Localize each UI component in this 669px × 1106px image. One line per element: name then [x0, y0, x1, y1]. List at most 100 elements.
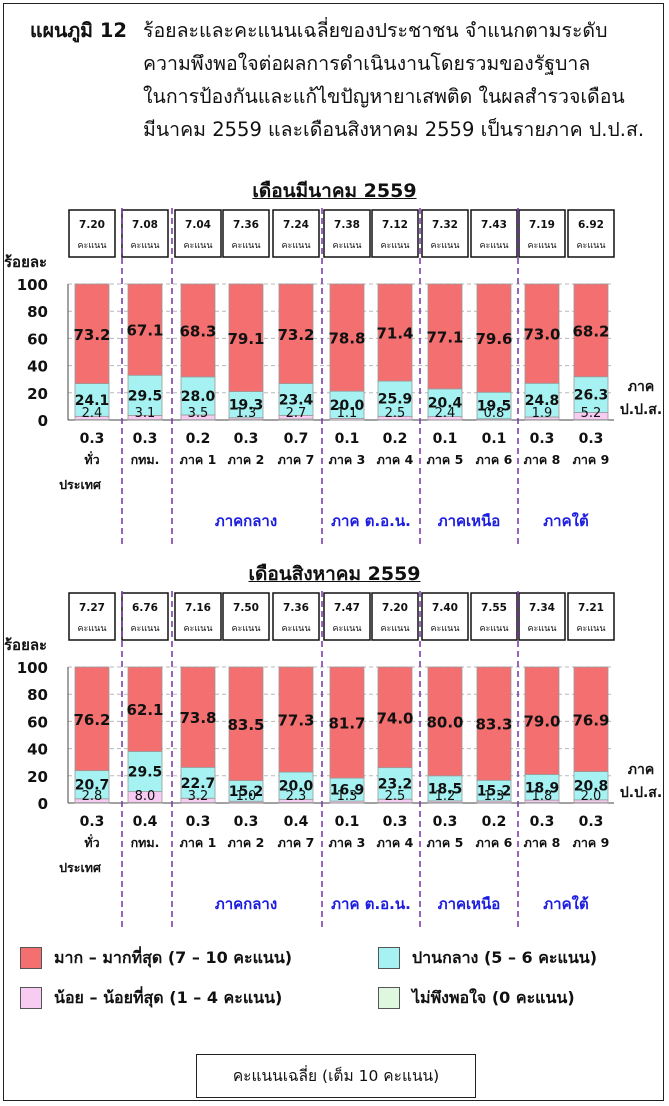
data-label-low: 0.8 [484, 406, 505, 421]
region-group-label: ภาคกลาง [215, 895, 277, 913]
score-box [272, 209, 320, 258]
score-unit-label: คะแนน [480, 241, 509, 251]
score-box [518, 592, 566, 641]
data-label-medium: 23.2 [378, 776, 413, 792]
x-tick-label: ประเทศ [59, 860, 102, 875]
data-label-none: 0.3 [234, 431, 259, 447]
score-unit-label: คะแนน [184, 624, 213, 634]
score-unit-label: คะแนน [528, 241, 557, 251]
bar-segment [329, 666, 365, 779]
legend-label-medium: ปานกลาง (5 – 6 คะแนน) [412, 948, 598, 967]
score-box [174, 592, 222, 641]
score-unit-label: คะแนน [131, 241, 160, 251]
data-label-low: 1.9 [532, 406, 553, 421]
data-label-low: 1.3 [337, 789, 358, 804]
bar-segment [329, 390, 365, 419]
score-unit-label: คะแนน [528, 624, 557, 634]
score-unit-label: คะแนน [282, 624, 311, 634]
data-label-none: 0.3 [80, 814, 105, 830]
x-axis-label: ภาค [628, 762, 654, 778]
x-tick-label: ภาค 3 [329, 835, 366, 850]
score-value: 7.20 [382, 602, 408, 614]
legend-label-low: น้อย – น้อยที่สุด (1 – 4 คะแนน) [54, 988, 283, 1007]
chart-svg: 0 20 40 60 80 100 ร้อยละ 7.27 คะแนน 6.76 คะแนน 7.16… [4, 591, 662, 928]
score-value: 7.19 [529, 219, 555, 231]
data-label-medium: 16.9 [330, 783, 365, 799]
region-group-label: ภาคเหนือ [438, 895, 501, 913]
score-box [68, 209, 116, 258]
bar-segment [329, 283, 365, 392]
data-label-low: 1.1 [337, 406, 358, 421]
y-axis-label: ร้อยละ [4, 253, 47, 271]
data-label-none: 0.3 [530, 814, 555, 830]
legend-swatch-low [20, 987, 42, 1009]
data-label-medium: 20.0 [279, 779, 314, 795]
bar-segment [127, 666, 163, 752]
data-label-medium: 24.1 [75, 393, 110, 409]
data-label-high: 78.8 [328, 330, 365, 348]
score-unit-label: คะแนน [333, 241, 362, 251]
bar-segment [427, 666, 463, 777]
score-value: 7.55 [481, 602, 507, 614]
y-axis-label: ร้อยละ [4, 636, 47, 654]
y-tick-label: 40 [27, 741, 48, 759]
score-value: 7.32 [432, 219, 458, 231]
x-tick-label: ทั่ว [84, 834, 99, 850]
score-unit-label: คะแนน [232, 624, 261, 634]
x-tick-label: ภาค 7 [278, 835, 315, 850]
chart-march: 0 20 40 60 80 100 ร้อยละ 7.20 คะแนน 7.08 คะแนน 7.04… [0, 205, 669, 550]
score-box [68, 592, 116, 641]
data-label-low: 2.5 [385, 406, 406, 421]
x-tick-label: ภาค 4 [377, 835, 414, 850]
data-label-high: 74.0 [376, 709, 413, 727]
score-unit-label: คะแนน [431, 624, 460, 634]
data-label-low: 2.4 [82, 406, 103, 421]
score-value: 7.36 [283, 602, 309, 614]
score-box [222, 592, 270, 641]
score-value: 7.12 [382, 219, 408, 231]
chart-svg: 0 20 40 60 80 100 ร้อยละ 7.20 คะแนน 7.08 คะแนน 7.04… [4, 208, 662, 545]
bar-segment [228, 666, 264, 781]
score-unit-label: คะแนน [78, 624, 107, 634]
score-note: คะแนนเฉลี่ย (เต็ม 10 คะแนน) [196, 1054, 476, 1098]
data-label-low: 8.0 [135, 789, 156, 804]
chart-title-august: เดือนสิงหาคม 2559 [248, 563, 421, 585]
data-label-medium: 19.5 [477, 399, 512, 415]
bar-segment [74, 770, 110, 800]
legend-swatch-medium [378, 947, 400, 969]
score-unit-label: คะแนน [78, 241, 107, 251]
score-unit-label: คะแนน [131, 624, 160, 634]
data-label-none: 0.7 [284, 431, 309, 447]
x-axis-label: ป.ป.ส. [620, 785, 662, 801]
data-label-low: 3.2 [188, 789, 209, 804]
data-label-medium: 20.4 [428, 396, 463, 412]
x-tick-label: ประเทศ [59, 477, 102, 492]
data-label-none: 0.3 [186, 814, 211, 830]
score-box [222, 209, 270, 258]
y-tick-label: 40 [27, 358, 48, 376]
score-box [518, 209, 566, 258]
data-label-high: 77.3 [277, 712, 314, 730]
data-label-none: 0.3 [383, 814, 408, 830]
score-box [323, 209, 371, 258]
y-tick-label: 0 [38, 412, 48, 430]
score-value: 7.40 [432, 602, 458, 614]
x-tick-label: ภาค 1 [180, 835, 217, 850]
bar-segment [377, 380, 413, 417]
data-label-low: 1.3 [236, 406, 257, 421]
y-tick-label: 20 [27, 385, 48, 403]
data-label-low: 2.0 [581, 789, 602, 804]
score-box [567, 209, 615, 258]
region-group-label: ภาค ต.อ.น. [331, 895, 411, 913]
score-box [174, 209, 222, 258]
data-label-none: 0.2 [186, 431, 211, 447]
score-box [371, 209, 419, 258]
bar-segment [127, 374, 163, 416]
data-label-none: 0.1 [335, 431, 360, 447]
data-label-medium: 28.0 [181, 389, 216, 405]
data-label-high: 77.1 [426, 328, 463, 346]
score-value: 7.24 [283, 219, 309, 231]
score-value: 7.47 [334, 602, 360, 614]
y-tick-label: 20 [27, 768, 48, 786]
bar-segment [377, 283, 413, 382]
